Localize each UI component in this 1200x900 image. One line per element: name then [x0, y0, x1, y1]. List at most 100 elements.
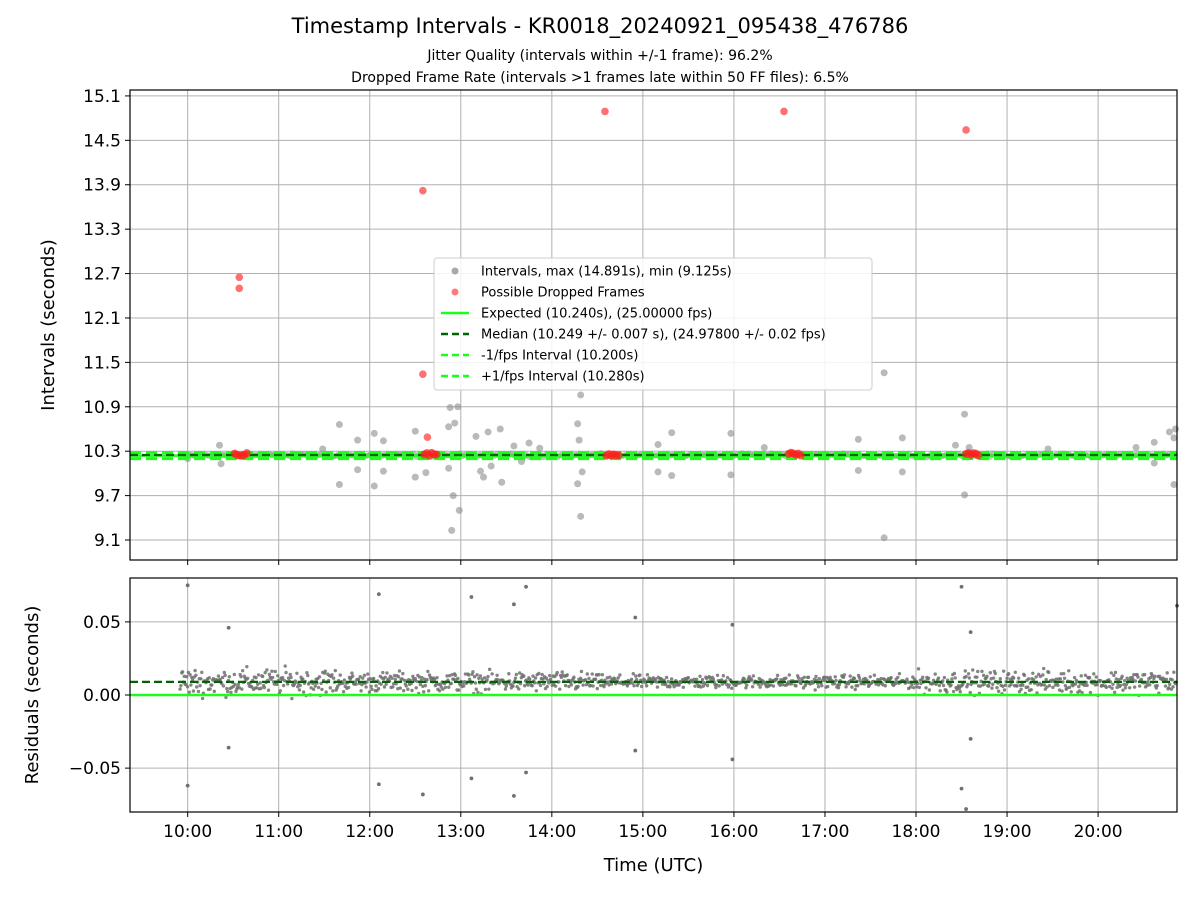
residual-point — [544, 676, 549, 680]
residual-point — [483, 687, 488, 692]
residual-point — [638, 673, 642, 677]
residual-point — [338, 673, 342, 677]
residual-point — [239, 674, 243, 679]
residual-point — [714, 685, 718, 690]
residual-point — [276, 674, 280, 678]
residual-point — [359, 689, 363, 693]
residual-point — [1088, 690, 1093, 695]
residual-point — [414, 686, 418, 690]
residual-outlier-point — [420, 792, 425, 797]
residual-point — [557, 680, 561, 684]
residual-point — [362, 673, 367, 678]
residual-point — [351, 674, 355, 678]
interval-outlier-point — [216, 441, 224, 449]
interval-outlier-point — [854, 466, 862, 474]
interval-outlier-point — [445, 423, 453, 431]
residual-outlier-point — [633, 748, 638, 753]
legend-entry-label: Median (10.249 +/- 0.007 s), (24.97800 +… — [481, 328, 826, 343]
residual-point — [1016, 676, 1021, 680]
residual-point — [985, 674, 989, 679]
residual-point — [471, 670, 475, 674]
y-tick-label: −0.05 — [69, 759, 121, 779]
interval-outlier-point — [880, 534, 888, 542]
residual-point — [631, 672, 635, 676]
residual-point — [1063, 684, 1068, 688]
residual-point — [548, 673, 552, 678]
residual-point — [385, 671, 389, 675]
residual-point — [920, 675, 925, 680]
residual-point — [591, 684, 595, 688]
residual-point — [457, 688, 461, 692]
interval-outlier-point — [446, 404, 454, 412]
residual-point — [504, 684, 509, 688]
residual-point — [618, 673, 622, 677]
interval-outlier-point — [854, 435, 862, 443]
residual-outlier-point — [524, 584, 528, 589]
residual-point — [537, 671, 541, 676]
residual-point — [958, 690, 962, 694]
residual-point — [796, 676, 801, 680]
residual-point — [639, 684, 644, 689]
residual-point — [398, 686, 403, 690]
interval-outlier-point — [411, 427, 419, 435]
residual-point — [1107, 684, 1112, 689]
residual-point — [666, 679, 670, 684]
residual-point — [1142, 672, 1147, 677]
interval-outlier-point — [1165, 428, 1173, 436]
x-tick-label: 15:00 — [618, 822, 667, 842]
residual-point — [425, 678, 429, 682]
residual-point — [196, 689, 201, 694]
residual-point — [189, 683, 193, 687]
residual-point — [382, 685, 387, 689]
residual-point — [856, 684, 860, 688]
residual-point — [953, 676, 957, 680]
residual-point — [1083, 673, 1088, 677]
residual-point — [290, 696, 294, 701]
residual-point — [842, 673, 847, 677]
residual-point — [1168, 682, 1172, 687]
residual-point — [495, 673, 499, 677]
residual-point — [413, 676, 418, 681]
y-tick-label: 12.1 — [83, 309, 121, 329]
residual-point — [1121, 688, 1125, 692]
interval-outlier-point — [319, 445, 327, 453]
y-tick-label: 10.3 — [83, 442, 121, 462]
interval-outlier-point — [654, 441, 662, 449]
residual-point — [1038, 674, 1043, 679]
interval-outlier-point — [472, 432, 480, 440]
residual-point — [390, 676, 394, 680]
residual-point — [583, 678, 588, 682]
x-tick-label: 19:00 — [983, 822, 1032, 842]
residual-point — [212, 689, 216, 694]
residual-point — [482, 676, 487, 680]
residual-point — [222, 670, 227, 675]
residuals-y-axis-label: Residuals (seconds) — [22, 606, 43, 785]
residual-outlier-point — [185, 783, 190, 788]
residual-point — [294, 680, 298, 684]
interval-outlier-point — [217, 460, 225, 468]
residual-point — [587, 676, 591, 681]
interval-outlier-point — [454, 403, 462, 411]
residual-point — [1095, 682, 1099, 687]
residual-point — [991, 682, 995, 686]
residual-point — [225, 689, 230, 694]
legend-box — [433, 257, 873, 391]
residual-point — [453, 673, 458, 678]
residual-point — [816, 685, 821, 689]
residual-point — [996, 689, 1001, 693]
residual-point — [660, 682, 665, 686]
residual-point — [942, 675, 947, 680]
residual-point — [677, 683, 681, 687]
interval-outlier-point — [898, 468, 906, 476]
residual-point — [278, 689, 282, 693]
residual-point — [200, 696, 205, 701]
residual-point — [1085, 683, 1089, 688]
residual-point — [1005, 676, 1009, 681]
interval-outlier-point — [480, 473, 488, 481]
residual-point — [356, 677, 361, 682]
dropped-frame-point — [419, 370, 427, 379]
residual-point — [473, 681, 478, 685]
residual-point — [522, 684, 527, 688]
x-tick-label: 11:00 — [254, 822, 303, 842]
x-tick-label: 12:00 — [345, 822, 394, 842]
